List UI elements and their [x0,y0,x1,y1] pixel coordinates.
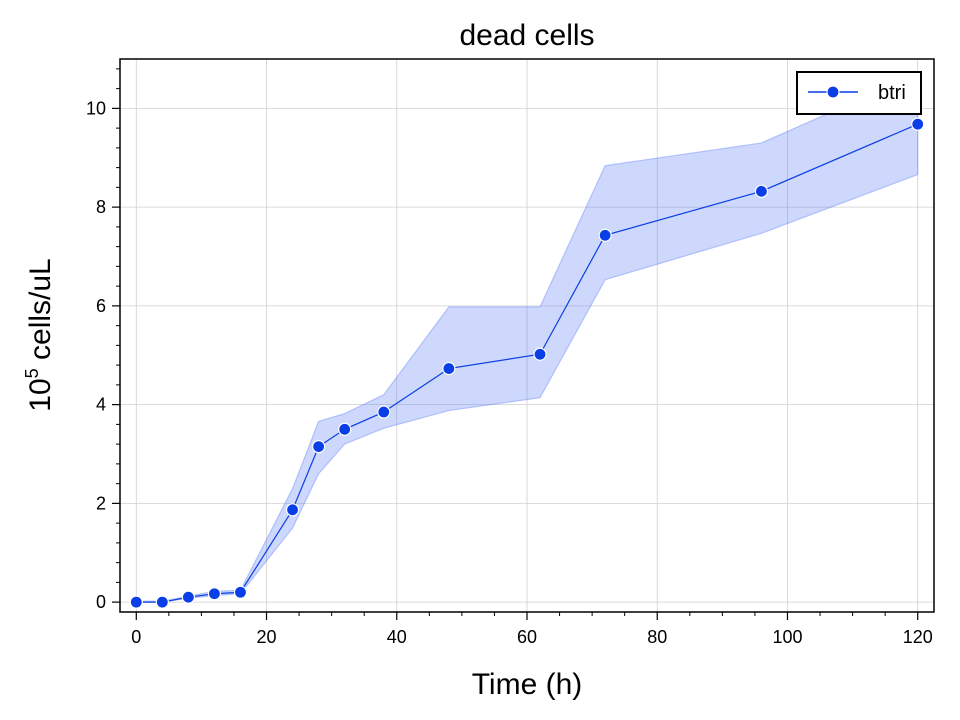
y-axis-label-unit: cells/uL [24,258,57,368]
y-axis-label-exponent: 5 [22,368,42,378]
x-tick-label: 0 [131,627,141,647]
y-tick-label: 4 [96,395,106,415]
confidence-band [135,72,919,603]
data-point [338,422,352,436]
legend-marker-swatch [826,85,840,99]
y-axis-label: 105 cells/uL [22,258,57,411]
data-point [207,587,222,601]
data-point [754,184,769,198]
legend: btri [796,71,922,115]
y-tick-label: 6 [96,296,106,316]
data-point [312,439,326,454]
data-point [129,595,143,609]
data-point [533,347,547,361]
data-point [598,228,612,242]
x-axis-label: Time (h) [472,668,583,701]
band-area [135,72,919,603]
chart-title: dead cells [459,19,594,52]
y-tick-label: 2 [96,493,106,513]
data-point [911,117,925,131]
data-point [155,595,169,609]
series-markers [129,117,925,609]
data-point [181,590,195,604]
data-point [285,503,300,517]
data-point [233,585,248,599]
legend-box [796,71,922,115]
y-tick-label: 10 [86,98,106,118]
y-axis-label-base: 10 [24,378,57,411]
legend-label: btri [878,82,906,104]
y-tick-label: 8 [96,197,106,217]
y-tick-label: 0 [96,592,106,612]
x-tick-label: 100 [772,627,802,647]
x-tick-label: 60 [517,627,537,647]
x-tick-label: 80 [647,627,667,647]
data-point [442,361,456,376]
x-tick-label: 120 [903,627,933,647]
x-tick-label: 40 [387,627,407,647]
ticks: 0 20 40 60 80 100 120 0 2 4 6 8 10 [86,68,933,647]
data-point [377,405,391,419]
x-tick-label: 20 [257,627,277,647]
